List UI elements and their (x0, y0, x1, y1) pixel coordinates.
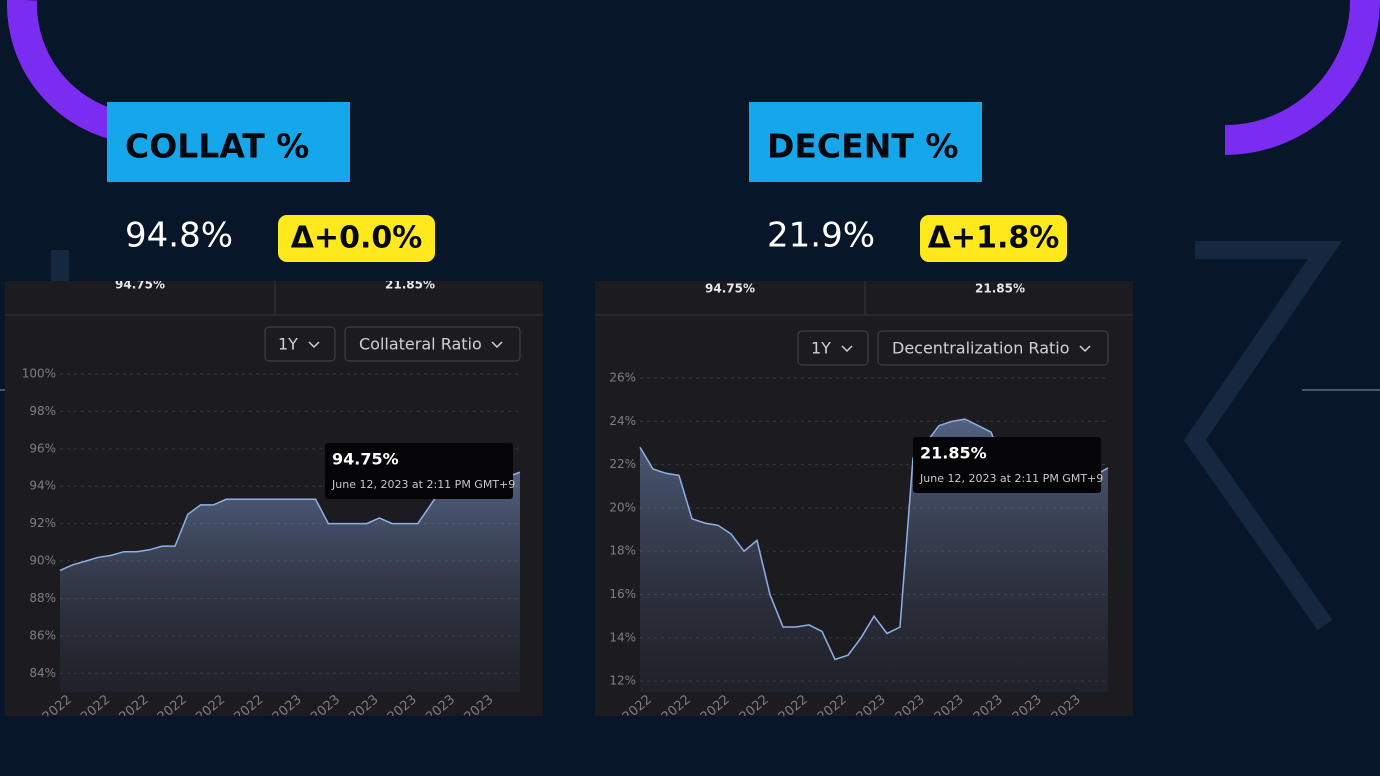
chart-panel: 94.75% 21.85% 1Y Collateral Ratio 84% 86% 88% 9… (5, 278, 543, 716)
y-tick-label: 92% (29, 516, 56, 530)
y-tick-label: 16% (609, 587, 636, 601)
y-tick-label: 90% (29, 554, 56, 568)
metric-button-label: Collateral Ratio (359, 335, 482, 354)
headline-value: 21.9% (767, 216, 875, 256)
metric-button[interactable] (877, 330, 1109, 366)
range-button-label: 1Y (811, 339, 831, 358)
metric-button-label: Decentralization Ratio (892, 339, 1070, 358)
tooltip-date: June 12, 2023 at 2:11 PM GMT+9 (919, 472, 1103, 485)
chevron (841, 345, 853, 353)
y-tick-label: 98% (29, 404, 56, 418)
y-tick-label: 24% (609, 414, 636, 428)
summary-value: 94.75% (705, 282, 755, 296)
headline-value: 94.8% (125, 216, 233, 256)
chart-panel: 94.75% 21.85% 1Y Decentralization Ratio 12% 1… (595, 281, 1133, 716)
y-tick-label: 94% (29, 479, 56, 493)
y-tick-label: 20% (609, 500, 636, 514)
metric-button[interactable] (344, 326, 521, 362)
tooltip (325, 443, 513, 499)
delta-badge (278, 215, 435, 262)
summary-value: 21.85% (975, 282, 1025, 296)
tooltip-date: June 12, 2023 at 2:11 PM GMT+9 (331, 478, 515, 491)
y-tick-label: 88% (29, 591, 56, 605)
heading: COLLAT % (125, 127, 309, 166)
tooltip-value: 21.85% (920, 444, 987, 463)
delta: Δ+1.8% (928, 221, 1060, 256)
summary-value: 94.75% (115, 278, 165, 292)
summary-value: 21.85% (385, 278, 435, 292)
y-tick-label: 14% (609, 630, 636, 644)
tooltip (913, 437, 1101, 493)
y-tick-label: 86% (29, 628, 56, 642)
chevron (1079, 345, 1091, 353)
y-tick-label: 22% (609, 457, 636, 471)
y-tick-label: 96% (29, 441, 56, 455)
decor-arc (1224, 0, 1380, 155)
y-tick-label: 18% (609, 544, 636, 558)
heading-box (749, 102, 982, 182)
delta: Δ+0.0% (291, 221, 423, 256)
tooltip-value: 94.75% (332, 450, 399, 469)
delta-badge (920, 215, 1067, 262)
range-button-label: 1Y (278, 335, 298, 354)
chevron (308, 341, 320, 349)
y-tick-label: 100% (22, 367, 56, 381)
decor-arc (6, 0, 133, 143)
range-button[interactable] (797, 330, 869, 366)
y-tick-label: 26% (609, 371, 636, 385)
heading-box (107, 102, 350, 182)
chevron (491, 341, 503, 349)
range-button[interactable] (264, 326, 336, 362)
area-fill (60, 472, 520, 692)
y-tick-label: 84% (29, 666, 56, 680)
heading: DECENT % (767, 127, 958, 166)
y-tick-label: 12% (609, 674, 636, 688)
